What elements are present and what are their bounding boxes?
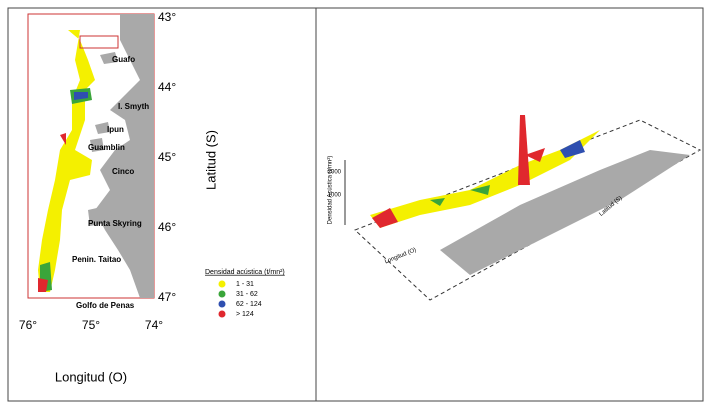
right-map (344, 115, 702, 301)
place: Penin. Taitao (72, 255, 121, 264)
legend-title: Densidad acústica (t/mn²) (205, 269, 285, 276)
legend-swatch (218, 290, 226, 298)
density-blue (74, 92, 88, 100)
legend-label: 31 - 62 (236, 291, 258, 298)
lat-tick: 46° (158, 220, 176, 234)
density-yellow (370, 130, 600, 228)
place: Golfo de Penas (76, 301, 135, 310)
survey-box (79, 35, 119, 49)
land (440, 150, 690, 275)
place: Guamblin (88, 143, 125, 152)
legend-label: > 124 (236, 311, 254, 318)
z-axis-label: Densidad Acústica (t/mn²) (328, 156, 334, 225)
lon-tick: 76° (19, 318, 37, 332)
lat-tick: 45° (158, 150, 176, 164)
legend-label: 1 - 31 (236, 281, 254, 288)
density-green (430, 185, 490, 206)
place: Guafo (112, 55, 135, 64)
legend-swatch (218, 280, 226, 288)
land (95, 14, 154, 298)
left-map (27, 13, 155, 299)
density-green (40, 88, 92, 292)
legend-swatch (218, 310, 226, 318)
lat-tick: 47° (158, 290, 176, 304)
legend-label: 62 - 124 (236, 301, 262, 308)
lon-tick: 74° (145, 318, 163, 332)
x-axis-label: Longitud (O) (55, 369, 127, 384)
legend: Densidad acústica (t/mn²) 1 - 31 31 - 62 6… (205, 269, 285, 318)
z-tick: 2000 (328, 170, 342, 176)
places: Guafo I. Smyth Ipun Guamblin Cinco Punta… (72, 55, 149, 310)
lat-tick: 44° (158, 80, 176, 94)
legend-swatch (218, 300, 226, 308)
place: Punta Skyring (88, 219, 142, 228)
lat-tick: 43° (158, 10, 176, 24)
z-tick: 1000 (328, 193, 342, 199)
place: I. Smyth (118, 102, 149, 111)
density-blue (560, 140, 585, 158)
density-peak (518, 115, 530, 185)
lat-ticks: 43° 44° 45° 46° 47° (158, 10, 176, 304)
lon-ticks: 76° 75° 74° (19, 318, 163, 332)
lon-tick: 75° (82, 318, 100, 332)
place: Ipun (107, 125, 124, 134)
y-axis-label: Latitud (S) (203, 130, 218, 190)
place: Cinco (112, 167, 134, 176)
